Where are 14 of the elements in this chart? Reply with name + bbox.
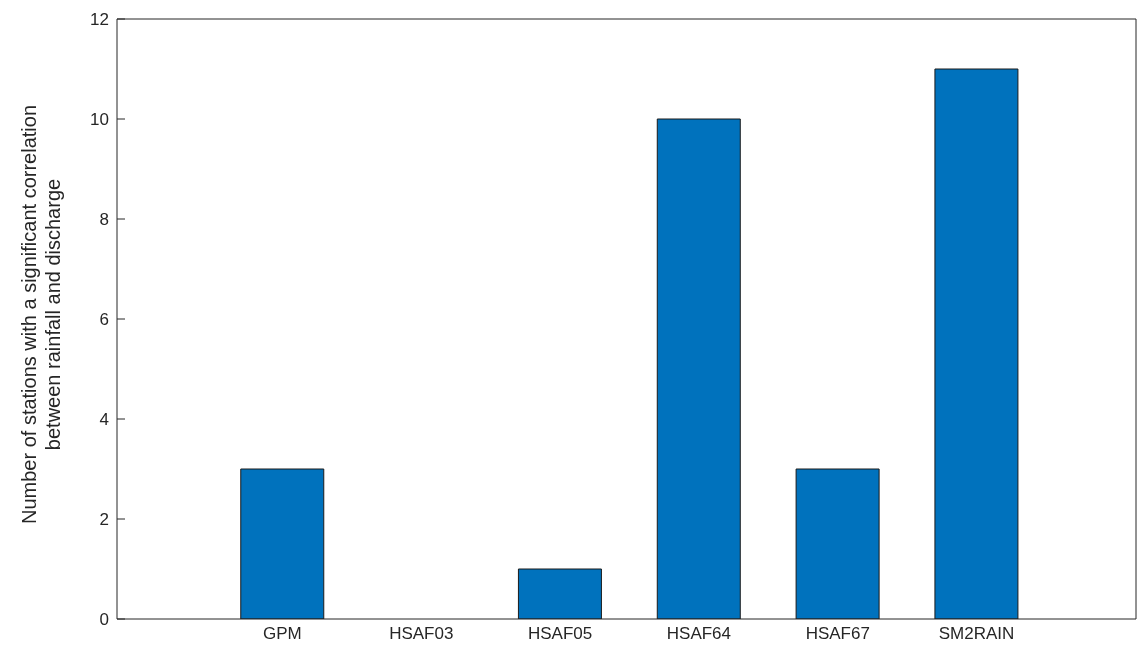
x-tick-label: HSAF67 xyxy=(805,624,870,644)
x-tick-label: HSAF03 xyxy=(389,624,454,644)
y-tick-label: 4 xyxy=(99,410,109,430)
x-tick-label: SM2RAIN xyxy=(938,624,1015,644)
y-tick-label: 8 xyxy=(99,210,109,230)
y-tick-label: 6 xyxy=(99,310,109,330)
x-tick-label: HSAF64 xyxy=(666,624,732,644)
x-tick-label: GPM xyxy=(263,624,302,644)
y-tick-label: 0 xyxy=(99,610,109,630)
x-tick-label: HSAF05 xyxy=(527,624,593,644)
y-tick-label: 10 xyxy=(90,110,109,130)
y-tick-label: 2 xyxy=(99,510,109,530)
y-axis-title: Number of stations with a significant correlation between rainfall and discharge xyxy=(18,104,64,525)
y-tick-label: 12 xyxy=(90,10,109,30)
